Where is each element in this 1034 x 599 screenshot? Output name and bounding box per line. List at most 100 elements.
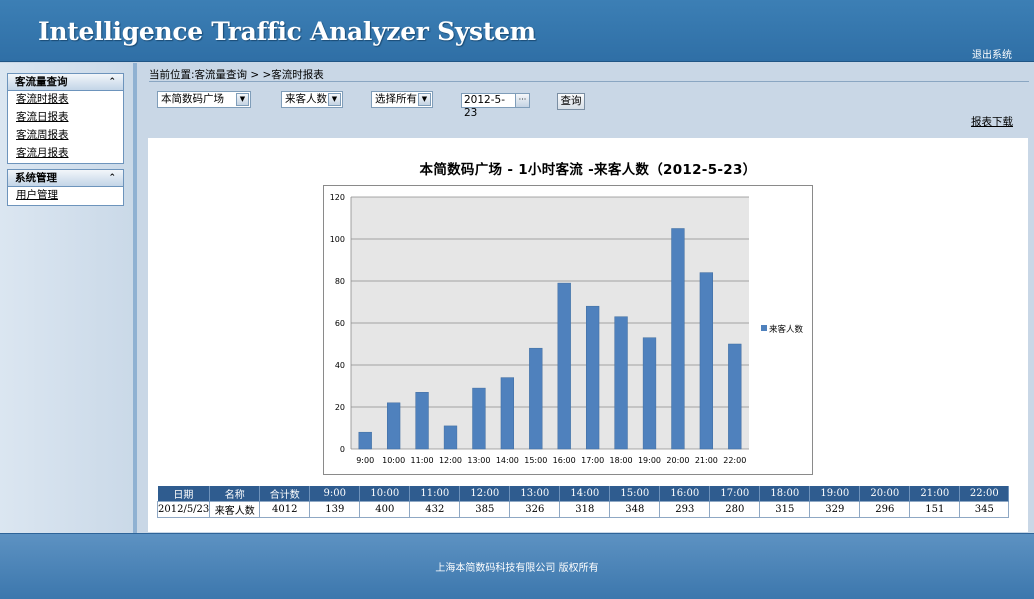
date-picker-button[interactable]: ··· — [515, 93, 530, 108]
table-header-cell: 名称 — [209, 486, 261, 502]
x-tick-label: 21:00 — [695, 456, 718, 465]
date-input[interactable]: 2012-5-23 — [461, 93, 516, 119]
x-tick-label: 12:00 — [439, 456, 462, 465]
bar — [358, 431, 372, 450]
nav-item-monthly-report[interactable]: 客流月报表 — [16, 147, 69, 159]
table-header-cell: 日期 — [157, 486, 211, 502]
y-tick-label: 120 — [330, 193, 345, 202]
table-cell: 280 — [709, 501, 761, 518]
table-header-cell: 20:00 — [859, 486, 911, 502]
bar — [386, 402, 401, 450]
table-header-cell: 19:00 — [809, 486, 861, 502]
nav-item-hourly-report[interactable]: 客流时报表 — [16, 93, 69, 105]
x-tick-label: 19:00 — [638, 456, 661, 465]
legend-swatch — [761, 325, 767, 331]
x-tick-label: 10:00 — [382, 456, 405, 465]
x-tick-label: 18:00 — [610, 456, 633, 465]
dropdown-arrow-icon[interactable]: ▼ — [236, 93, 249, 106]
y-tick-label: 40 — [335, 361, 345, 370]
table-header-cell: 15:00 — [609, 486, 661, 502]
x-tick-label: 14:00 — [496, 456, 519, 465]
bar — [699, 272, 714, 450]
table-cell: 318 — [559, 501, 611, 518]
collapse-chevron-icon[interactable]: ⌃ — [108, 77, 116, 87]
scope-select[interactable]: 选择所有 ▼ — [371, 91, 433, 108]
nav-group-header[interactable]: 系统管理 ⌃ — [8, 170, 123, 187]
sidebar: 客流量查询 ⌃ 客流时报表 客流日报表 客流周报表 客流月报表 系统管理 ⌃ 用… — [0, 63, 137, 533]
nav-group-title: 系统管理 — [15, 172, 57, 184]
bar — [585, 305, 600, 450]
table-header-row: 日期 名称 合计数 9:00 10:00 11:00 12:00 13:00 14:00 15:0… — [157, 486, 1010, 502]
metric-select[interactable]: 来客人数 ▼ — [281, 91, 343, 108]
report-panel: 本简数码广场 - 1小时客流 -来客人数（2012-5-23） 0 20 40 60 8… — [148, 138, 1028, 532]
bar — [671, 228, 685, 450]
nav-group-traffic-query: 客流量查询 ⌃ 客流时报表 客流日报表 客流周报表 客流月报表 — [7, 73, 124, 164]
logout-link[interactable]: 退出系统 — [972, 50, 1012, 61]
bar — [557, 282, 571, 450]
table-cell: 400 — [359, 501, 411, 518]
breadcrumb: 当前位置:客流量查询 > >客流时报表 — [149, 69, 324, 81]
dropdown-arrow-icon[interactable]: ▼ — [328, 93, 341, 106]
copyright-text: 上海本简数码科技有限公司 版权所有 — [435, 563, 599, 574]
x-tick-label: 16:00 — [553, 456, 576, 465]
table-header-cell: 18:00 — [759, 486, 811, 502]
store-select[interactable]: 本简数码广场 ▼ — [157, 91, 251, 108]
bar — [728, 343, 742, 450]
main-content: 当前位置:客流量查询 > >客流时报表 本简数码广场 ▼ 来客人数 ▼ 选择所有… — [141, 63, 1034, 533]
table-header-cell: 12:00 — [459, 486, 511, 502]
table-cell: 151 — [909, 501, 961, 518]
breadcrumb-divider — [149, 81, 1029, 82]
table-cell: 345 — [959, 501, 1010, 518]
table-cell: 329 — [809, 501, 861, 518]
nav-group-header[interactable]: 客流量查询 ⌃ — [8, 74, 123, 91]
nav-item-weekly-report[interactable]: 客流周报表 — [16, 129, 69, 141]
header-bar: Intelligence Traffic Analyzer System 退出系… — [0, 0, 1034, 62]
bar — [500, 377, 515, 450]
y-tick-label: 60 — [335, 319, 345, 328]
query-button[interactable]: 查询 — [557, 93, 585, 110]
table-header-cell: 22:00 — [959, 486, 1010, 502]
table-header-cell: 10:00 — [359, 486, 411, 502]
table-cell: 293 — [659, 501, 711, 518]
collapse-chevron-icon[interactable]: ⌃ — [108, 173, 116, 183]
y-tick-label: 100 — [330, 235, 345, 244]
table-cell: 315 — [759, 501, 811, 518]
hourly-traffic-table: 日期 名称 合计数 9:00 10:00 11:00 12:00 13:00 14:00 15:0… — [156, 486, 1010, 518]
dropdown-arrow-icon[interactable]: ▼ — [418, 93, 431, 106]
bar — [614, 316, 628, 450]
x-tick-label: 9:00 — [356, 456, 374, 465]
footer: 上海本简数码科技有限公司 版权所有 — [0, 533, 1034, 599]
y-tick-label: 20 — [335, 403, 345, 412]
nav-item-daily-report[interactable]: 客流日报表 — [16, 111, 69, 123]
table-header-cell: 11:00 — [409, 486, 461, 502]
bar — [472, 387, 486, 450]
legend-label: 来客人数 — [769, 324, 804, 335]
table-cell: 432 — [409, 501, 461, 518]
bar — [415, 392, 429, 450]
table-cell: 296 — [859, 501, 911, 518]
table-cell: 来客人数 — [209, 501, 261, 518]
table-cell: 2012/5/23 — [156, 501, 211, 518]
y-tick-label: 80 — [335, 277, 345, 286]
store-select-value: 本简数码广场 — [161, 93, 224, 105]
x-tick-label: 17:00 — [581, 456, 604, 465]
table-header-cell: 16:00 — [659, 486, 711, 502]
nav-group-title: 客流量查询 — [15, 76, 68, 88]
y-tick-label: 0 — [340, 445, 345, 454]
x-tick-label: 20:00 — [666, 456, 689, 465]
nav-group-system-admin: 系统管理 ⌃ 用户管理 — [7, 169, 124, 206]
table-header-cell: 合计数 — [259, 486, 311, 502]
bar — [443, 425, 458, 450]
table-header-cell: 9:00 — [309, 486, 361, 502]
x-tick-label: 13:00 — [467, 456, 490, 465]
app-title: Intelligence Traffic Analyzer System — [38, 17, 536, 46]
metric-select-value: 来客人数 — [285, 93, 327, 105]
nav-item-user-management[interactable]: 用户管理 — [16, 189, 58, 201]
table-header-cell: 17:00 — [709, 486, 761, 502]
report-download-link[interactable]: 报表下载 — [971, 116, 1013, 128]
table-header-cell: 14:00 — [559, 486, 611, 502]
bar — [529, 347, 543, 450]
table-header-cell: 21:00 — [909, 486, 961, 502]
table-cell: 348 — [609, 501, 661, 518]
hourly-traffic-chart: 0 20 40 60 80 100 120 9:00 10:00 11:00 12:00 13:00 1… — [323, 185, 813, 475]
